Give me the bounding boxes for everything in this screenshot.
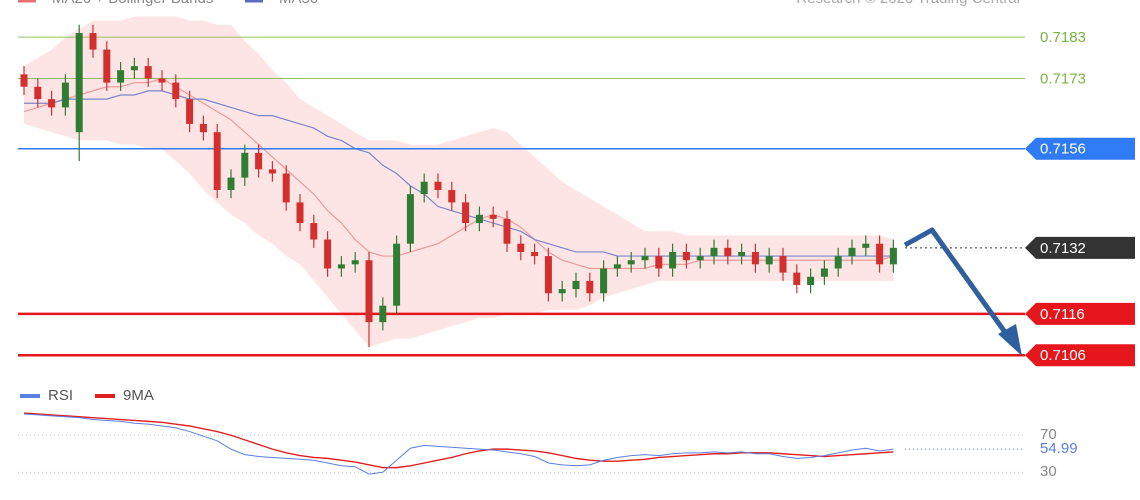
- candle-body: [48, 99, 56, 108]
- candle-body: [765, 256, 773, 265]
- candle-body: [489, 214, 497, 219]
- ma20-line: [23, 77, 894, 270]
- candle-body: [103, 49, 111, 83]
- level-label: 0.7132: [1040, 240, 1086, 257]
- rsi-line: [23, 413, 894, 475]
- level-label-box: [1025, 137, 1135, 160]
- candle-body: [724, 247, 732, 257]
- level-label-box: [1025, 236, 1135, 259]
- candle-body: [572, 280, 580, 290]
- candle-body: [862, 243, 870, 248]
- candle-body: [296, 202, 304, 224]
- candle-body: [34, 86, 42, 100]
- candle-body: [268, 169, 276, 174]
- candle-body: [186, 99, 194, 124]
- level-label-box: [1025, 302, 1135, 325]
- candle-body: [834, 256, 842, 269]
- candle-body: [324, 239, 332, 269]
- candle-body: [406, 194, 414, 244]
- ma50-line: [24, 90, 894, 257]
- candle-body: [310, 223, 318, 240]
- candle-body: [751, 251, 759, 265]
- candle-body: [337, 264, 345, 269]
- level-label: 0.7173: [1040, 70, 1086, 87]
- candle-body: [807, 276, 815, 285]
- candle-body: [627, 260, 635, 265]
- candle-body: [586, 280, 594, 294]
- level-label: 0.7156: [1040, 141, 1086, 158]
- candle-body: [889, 247, 897, 265]
- candle-body: [682, 251, 690, 261]
- candle-body: [434, 181, 442, 190]
- candle-body: [793, 272, 801, 285]
- candle-body: [20, 74, 28, 87]
- candle-body: [820, 268, 828, 277]
- candle-body: [89, 33, 97, 50]
- candle-body: [876, 243, 884, 265]
- candle-body: [172, 82, 180, 100]
- legend-label: RSI: [48, 387, 73, 404]
- candle-body: [462, 202, 470, 224]
- candle-body: [379, 305, 387, 323]
- candle-body: [351, 260, 359, 265]
- candle-body: [613, 264, 621, 269]
- candle-body: [420, 181, 428, 195]
- level-label: 0.7106: [1040, 347, 1086, 364]
- legend-label: MA20 + Bollinger Bands: [52, 0, 213, 7]
- candle-body: [475, 214, 483, 224]
- candle-body: [199, 123, 207, 133]
- candle-body: [61, 82, 69, 108]
- candle-body: [600, 268, 608, 294]
- candle-body: [130, 66, 138, 71]
- level-label: 0.7116: [1040, 306, 1085, 323]
- candle-body: [558, 289, 566, 294]
- candle-body: [544, 256, 552, 294]
- candle-body: [393, 243, 401, 306]
- level-label-box: [1025, 344, 1135, 367]
- forecast-arrowhead: [998, 324, 1022, 356]
- candle-body: [365, 260, 373, 323]
- level-label: 0.7183: [1040, 29, 1086, 46]
- candle-body: [503, 218, 511, 244]
- rsi-current-label: 54.99: [1040, 440, 1078, 457]
- candle-body: [448, 190, 456, 203]
- candle-body: [517, 243, 525, 252]
- candle-body: [75, 33, 83, 133]
- candle-body: [213, 132, 221, 190]
- candle-body: [282, 173, 290, 203]
- rsi-tick-label: 70: [1040, 426, 1057, 443]
- candle-body: [241, 152, 249, 178]
- candle-body: [779, 256, 787, 273]
- candle-body: [655, 256, 663, 269]
- candle-body: [669, 251, 677, 269]
- credit: Research © 2020 Trading Central: [796, 0, 1020, 7]
- legend-label: 9MA: [123, 387, 154, 404]
- candle-body: [117, 70, 125, 83]
- candle-body: [227, 177, 235, 190]
- candle-body: [696, 256, 704, 261]
- candle-body: [848, 247, 856, 257]
- forecast-arrow: [903, 227, 1015, 344]
- candle-body: [531, 251, 539, 257]
- candle-body: [255, 152, 263, 170]
- candle-body: [641, 256, 649, 261]
- candle-body: [710, 247, 718, 257]
- candle-body: [158, 78, 166, 83]
- plot: MA20 + Bollinger Bands MA50 Research © 202…: [18, 0, 1135, 480]
- candle-body: [144, 66, 152, 79]
- legend-label: MA50: [279, 0, 318, 7]
- rsi-tick-label: 30: [1040, 463, 1057, 480]
- candle-body: [738, 251, 746, 257]
